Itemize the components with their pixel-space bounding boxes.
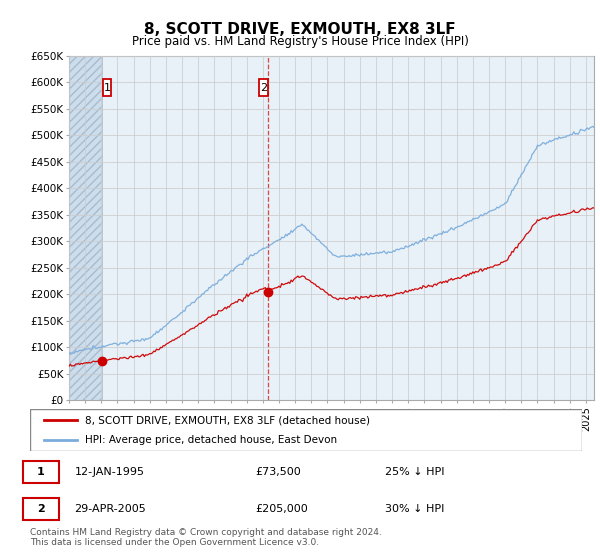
Text: 25% ↓ HPI: 25% ↓ HPI <box>385 467 444 477</box>
Bar <box>102 56 594 400</box>
Text: 2: 2 <box>37 504 45 514</box>
Text: £73,500: £73,500 <box>255 467 301 477</box>
Text: HPI: Average price, detached house, East Devon: HPI: Average price, detached house, East… <box>85 435 337 445</box>
Text: 30% ↓ HPI: 30% ↓ HPI <box>385 504 444 514</box>
FancyBboxPatch shape <box>23 461 59 483</box>
FancyBboxPatch shape <box>30 409 582 451</box>
Text: 1: 1 <box>37 467 45 477</box>
Text: 29-APR-2005: 29-APR-2005 <box>74 504 146 514</box>
Text: 8, SCOTT DRIVE, EXMOUTH, EX8 3LF: 8, SCOTT DRIVE, EXMOUTH, EX8 3LF <box>144 22 456 38</box>
FancyBboxPatch shape <box>259 80 268 96</box>
Text: £205,000: £205,000 <box>255 504 308 514</box>
Text: 12-JAN-1995: 12-JAN-1995 <box>74 467 145 477</box>
Text: 8, SCOTT DRIVE, EXMOUTH, EX8 3LF (detached house): 8, SCOTT DRIVE, EXMOUTH, EX8 3LF (detach… <box>85 415 370 425</box>
Text: 2: 2 <box>260 83 267 93</box>
Bar <box>69 56 102 400</box>
Text: Price paid vs. HM Land Registry's House Price Index (HPI): Price paid vs. HM Land Registry's House … <box>131 35 469 48</box>
Text: 1: 1 <box>103 83 110 93</box>
Text: Contains HM Land Registry data © Crown copyright and database right 2024.
This d: Contains HM Land Registry data © Crown c… <box>30 528 382 547</box>
FancyBboxPatch shape <box>103 80 112 96</box>
FancyBboxPatch shape <box>23 498 59 520</box>
